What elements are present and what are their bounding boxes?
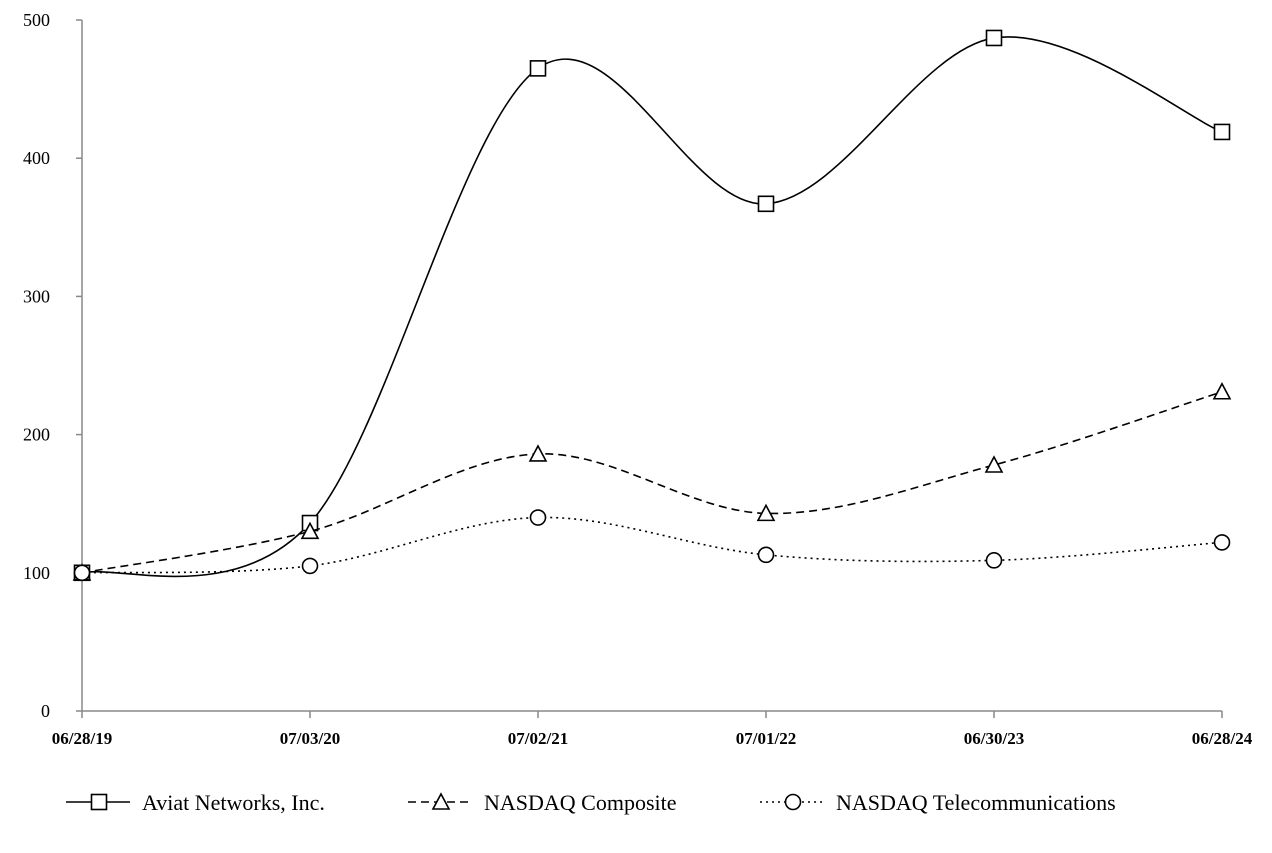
- series-nasdaq-telecommunications: [73, 509, 1231, 582]
- axes: 0 100 200 300 400 500 06/28/19 07/03/20 07/02/21…: [23, 10, 1253, 748]
- triangle-marker: [300, 521, 320, 540]
- x-tick-label: 07/03/20: [280, 729, 340, 748]
- square-marker: [757, 195, 775, 213]
- circle-marker: [1213, 534, 1231, 551]
- legend-label: Aviat Networks, Inc.: [142, 790, 325, 815]
- y-tick-label: 0: [41, 701, 50, 721]
- legend-square-icon: [90, 793, 108, 811]
- square-marker: [529, 60, 547, 77]
- x-tick-label: 07/01/22: [736, 729, 796, 748]
- square-marker: [1213, 123, 1231, 141]
- triangle-marker: [1212, 382, 1232, 400]
- legend-circle-icon: [784, 793, 802, 811]
- legend-item: NASDAQ Telecommunications: [760, 790, 1116, 815]
- series-layer: [72, 29, 1232, 582]
- legend-item: Aviat Networks, Inc.: [66, 790, 325, 815]
- x-tick-label: 06/28/19: [52, 729, 112, 748]
- series-aviat-networks-inc: [73, 29, 1231, 582]
- y-tick-label: 400: [23, 148, 50, 168]
- circle-marker: [529, 509, 547, 526]
- y-tick-label: 500: [23, 10, 50, 30]
- y-tick-label: 300: [23, 286, 50, 306]
- y-tick-label: 200: [23, 425, 50, 445]
- circle-marker: [985, 552, 1003, 569]
- series-line: [81, 516, 1223, 574]
- x-tick-label: 06/30/23: [964, 729, 1024, 748]
- x-tick-label: 06/28/24: [1192, 729, 1253, 748]
- triangle-marker: [528, 444, 548, 462]
- legend-item: NASDAQ Composite: [408, 790, 677, 815]
- x-tick-label: 07/02/21: [508, 729, 568, 748]
- series-line: [81, 390, 1223, 574]
- legend: Aviat Networks, Inc. NASDAQ Composite NASD…: [66, 790, 1116, 815]
- series-nasdaq-composite: [72, 382, 1232, 581]
- triangle-marker: [984, 455, 1004, 473]
- square-marker: [985, 29, 1003, 47]
- y-tick-label: 100: [23, 563, 50, 583]
- series-line: [81, 36, 1223, 578]
- legend-triangle-icon: [431, 792, 451, 810]
- circle-marker: [73, 564, 91, 582]
- circle-marker: [757, 546, 775, 564]
- legend-label: NASDAQ Telecommunications: [836, 790, 1116, 815]
- circle-marker: [301, 557, 319, 575]
- triangle-marker: [756, 503, 776, 522]
- legend-label: NASDAQ Composite: [484, 790, 677, 815]
